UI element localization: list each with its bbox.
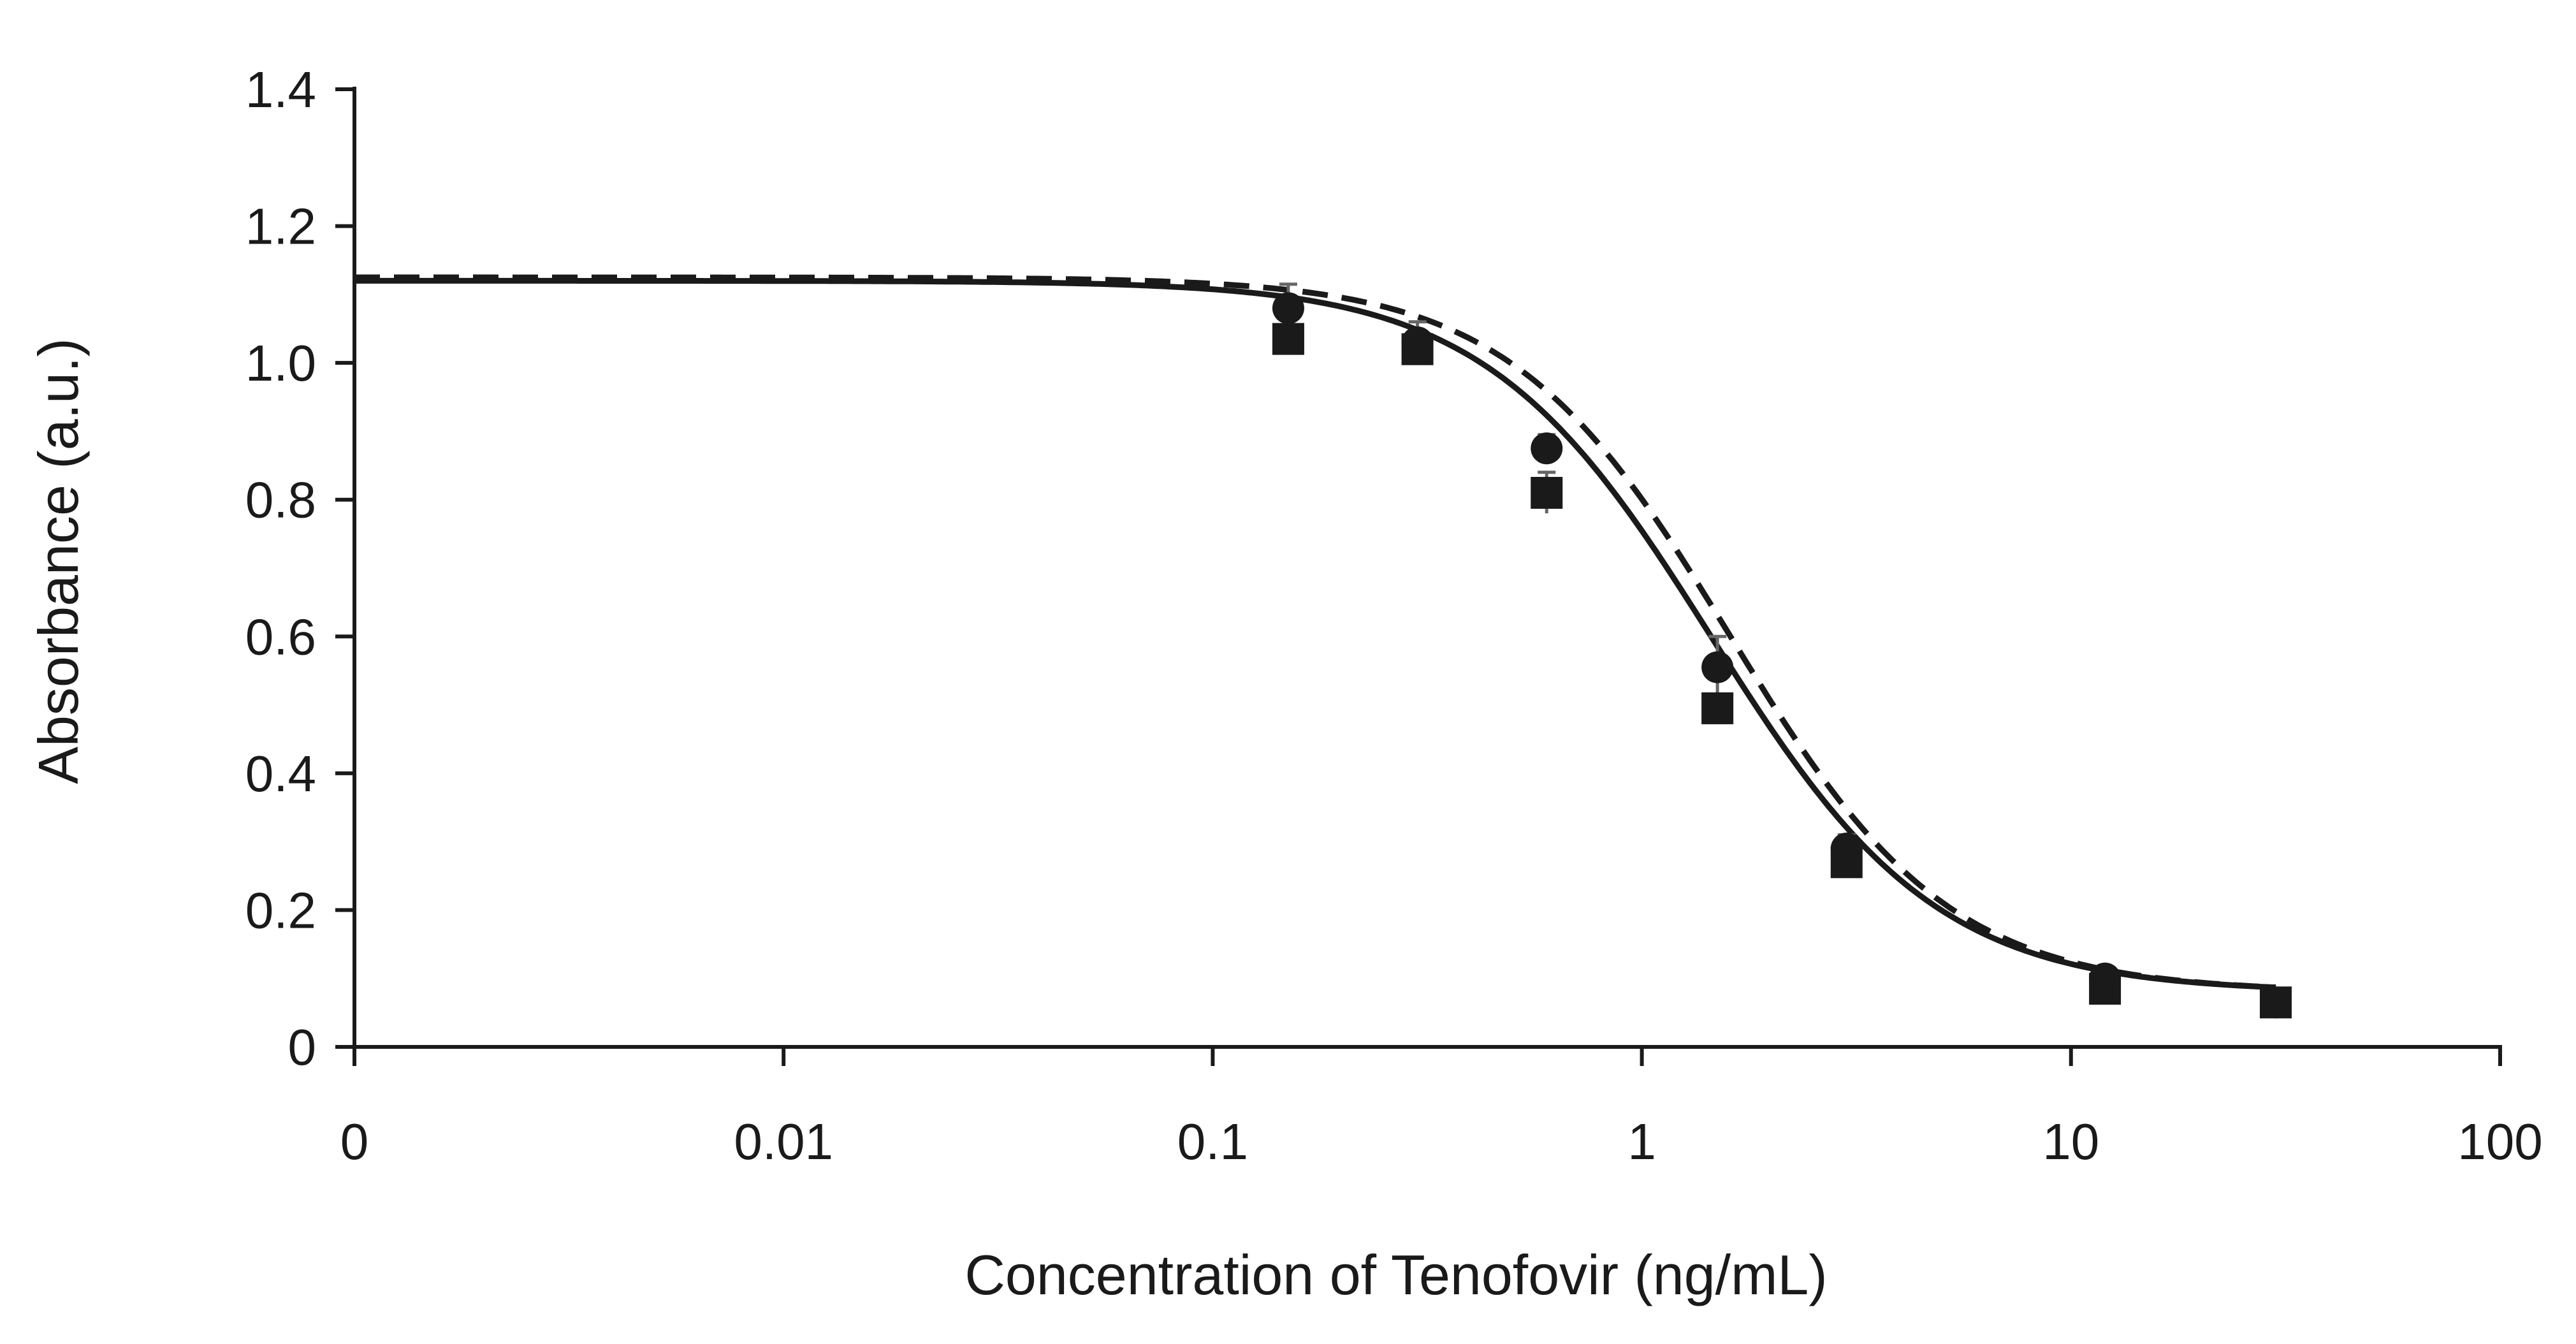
- error-bars: [1279, 282, 2285, 1009]
- y-axis-title: Absorbance (a.u.): [27, 338, 90, 784]
- x-tick-label: 10: [2042, 1113, 2099, 1170]
- data-point-circle: [1272, 292, 1304, 325]
- y-tick-label: 1.0: [245, 335, 316, 391]
- y-tick-label: 0.4: [245, 745, 316, 802]
- y-tick-label: 1.2: [245, 198, 316, 255]
- y-tick-label: 0.2: [245, 882, 316, 939]
- x-tick-label: 1: [1627, 1113, 1656, 1170]
- data-markers: [1272, 292, 2292, 1019]
- data-point-square: [1701, 692, 1734, 724]
- x-tick-label: 0: [340, 1113, 369, 1170]
- y-tick-label: 0: [288, 1019, 317, 1076]
- data-point-square: [1830, 846, 1863, 879]
- data-point-square: [1272, 323, 1304, 355]
- axes: [335, 87, 2502, 1066]
- x-axis-title: Concentration of Tenofovir (ng/mL): [964, 1243, 1827, 1306]
- data-point-square: [1401, 333, 1434, 365]
- y-tick-label: 0.8: [245, 472, 316, 529]
- tick-labels: 0 0.2 0.4 0.6 0.8 1.0 1.2 1.4 0 0.01 0.1 1 10 100: [245, 61, 2543, 1170]
- data-point-square: [1531, 476, 1563, 509]
- y-tick-label: 0.6: [245, 608, 316, 665]
- fit-curves: [354, 274, 2276, 991]
- fit-curve-dashed: [354, 274, 2276, 990]
- x-tick-label: 100: [2457, 1113, 2542, 1170]
- data-point-circle: [1531, 432, 1563, 465]
- fit-curve-solid: [354, 277, 2276, 991]
- data-point-circle: [1701, 651, 1734, 683]
- x-tick-label: 0.1: [1177, 1113, 1248, 1170]
- x-tick-label: 0.01: [734, 1113, 833, 1170]
- data-point-square: [2089, 972, 2121, 1005]
- data-point-square: [2259, 986, 2292, 1019]
- y-tick-label: 1.4: [245, 61, 316, 118]
